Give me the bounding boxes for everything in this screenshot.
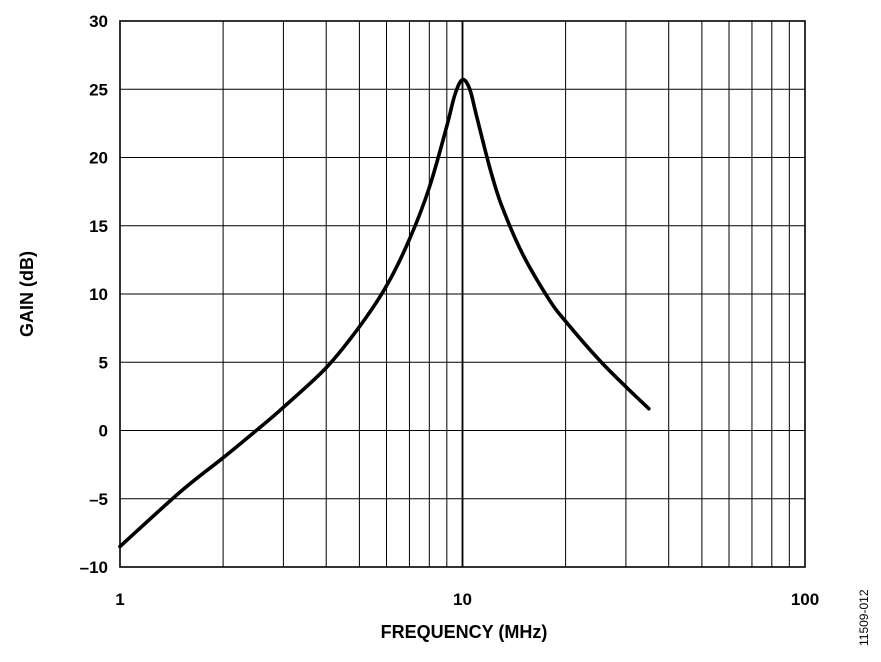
gain-curve	[118, 77, 651, 549]
y-tick-label: 30	[89, 12, 108, 31]
grid	[120, 21, 805, 567]
y-tick-label: 0	[99, 422, 108, 441]
x-tick-label: 100	[791, 590, 819, 609]
x-tick-label: 1	[115, 590, 124, 609]
x-tick-label: 10	[453, 590, 472, 609]
y-tick-label: –10	[80, 558, 108, 577]
y-tick-labels: –10 –5 0 5 10 15 20 25 30	[80, 12, 108, 577]
y-tick-label: 20	[89, 149, 108, 168]
x-tick-labels: 1 10 100	[115, 590, 819, 609]
figure-id: 11509-012	[857, 589, 871, 646]
plot-frame	[119, 20, 806, 568]
y-tick-label: 10	[89, 285, 108, 304]
y-tick-label: 5	[99, 353, 108, 372]
y-tick-label: –5	[89, 490, 108, 509]
y-tick-label: 15	[89, 217, 108, 236]
y-tick-label: 25	[89, 80, 108, 99]
x-axis-title: FREQUENCY (MHz)	[381, 622, 548, 642]
y-axis-title: GAIN (dB)	[17, 251, 37, 337]
